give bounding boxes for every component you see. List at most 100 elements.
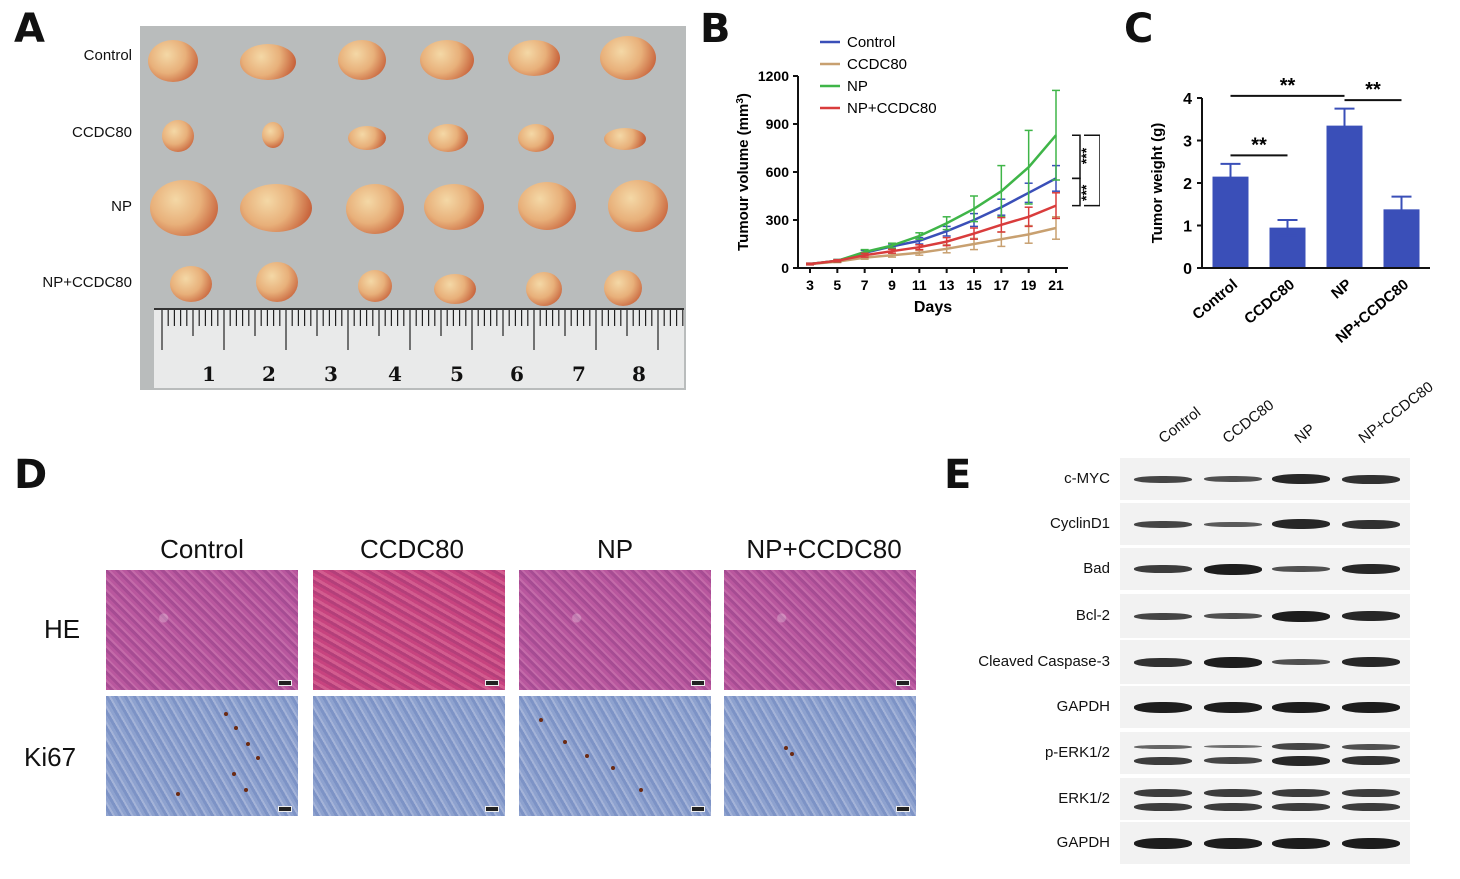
blot-band (1342, 564, 1400, 574)
y-tick-label: 0 (781, 260, 789, 276)
blot-band (1204, 745, 1262, 749)
blot-band (1342, 802, 1400, 811)
blot-band (1342, 788, 1400, 797)
blot-strip (1120, 822, 1410, 864)
y-tick-label: 900 (766, 116, 790, 132)
blot-strip (1120, 548, 1410, 590)
blot-band (1204, 802, 1262, 811)
blot-strip (1120, 686, 1410, 728)
significance-label: *** (1078, 184, 1094, 201)
blot-band (1134, 837, 1192, 849)
blot-band (1272, 519, 1330, 529)
y-axis-label: Tumour volume (mm3) (735, 93, 753, 251)
blot-band (1204, 563, 1262, 575)
he-stain-image (724, 570, 916, 690)
blot-band (1134, 756, 1192, 765)
lane-label: NP+CCDC80 (1355, 378, 1437, 447)
x-tick-label: 21 (1048, 277, 1064, 293)
protein-label: GAPDH (1056, 698, 1110, 715)
blot-band (1272, 610, 1330, 622)
blot-band (1272, 802, 1330, 811)
protein-label: Cleaved Caspase-3 (978, 653, 1110, 670)
legend-label: CCDC80 (847, 56, 907, 73)
tumour-volume-chart: 0 300 600 900 1200 3 5 7 9 11 13 15 17 19 21 Days Tumour… (735, 34, 1100, 316)
blot-band (1272, 837, 1330, 849)
y-tick-label: 600 (766, 164, 790, 180)
y-tick-label: 0 (1183, 261, 1192, 278)
series-line (809, 134, 1057, 266)
ruler-number: 5 (450, 362, 464, 386)
blot-strip (1120, 594, 1410, 638)
tumor-row-label: NP (111, 198, 132, 215)
he-stain-image (106, 570, 298, 690)
blot-strip (1120, 778, 1410, 820)
blot-band (1204, 521, 1262, 527)
blot-band (1134, 802, 1192, 811)
blot-band (1204, 757, 1262, 765)
protein-label: Bad (1083, 560, 1110, 577)
x-tick-label: 13 (939, 277, 955, 293)
legend-label: Control (847, 34, 895, 51)
significance-label: ** (1365, 79, 1381, 101)
x-axis-label: Days (914, 299, 952, 316)
y-tick-label: 3 (1183, 134, 1192, 151)
x-tick-label: NP (1328, 276, 1355, 302)
blot-band (1272, 755, 1330, 766)
blot-band (1272, 474, 1330, 484)
protein-label: GAPDH (1056, 834, 1110, 851)
blot-strip (1120, 640, 1410, 684)
y-tick-label: 300 (766, 212, 790, 228)
blot-band (1134, 475, 1192, 483)
lane-label: NP (1291, 420, 1319, 447)
lane-label: CCDC80 (1219, 396, 1278, 447)
y-tick-label: 2 (1183, 176, 1192, 193)
x-tick-label: 3 (806, 277, 814, 293)
he-stain-image (519, 570, 711, 690)
y-tick-label: 4 (1183, 91, 1192, 108)
y-tick-label: 1 (1183, 219, 1192, 236)
ruler-number: 8 (632, 362, 646, 386)
ki67-stain-image (106, 696, 298, 816)
blot-band (1134, 612, 1192, 620)
lane-label: Control (1155, 403, 1205, 447)
blot-band (1272, 743, 1330, 751)
blot-band (1342, 519, 1400, 529)
panel-label-b: B (700, 6, 731, 52)
ki67-stain-image (519, 696, 711, 816)
protein-label: CyclinD1 (1049, 515, 1110, 532)
ruler-number: 2 (262, 362, 276, 386)
tumor-row-label: Control (83, 47, 132, 64)
panel-label-d: D (14, 452, 48, 498)
x-tick-label: 11 (912, 277, 927, 293)
blot-band (1204, 788, 1262, 797)
blot-band (1272, 701, 1330, 713)
blot-band (1342, 756, 1400, 766)
blot-band (1342, 701, 1400, 713)
significance-bracket (1084, 134, 1100, 207)
blot-band (1134, 788, 1192, 797)
ruler-number: 4 (388, 362, 402, 386)
x-tick-label: 19 (1021, 277, 1037, 293)
blot-band (1134, 657, 1192, 667)
blot-band (1134, 701, 1192, 713)
blot-band (1272, 788, 1330, 797)
significance-bracket (1072, 177, 1081, 207)
legend-label: NP (847, 78, 868, 95)
blot-band (1342, 743, 1400, 750)
blot-band (1204, 613, 1262, 619)
x-tick-label: 9 (888, 277, 896, 293)
blot-band (1134, 565, 1192, 573)
significance-label: ** (1280, 75, 1296, 97)
ki67-stain-image (313, 696, 505, 816)
blot-band (1342, 474, 1400, 484)
stain-row-label: Ki67 (24, 742, 77, 772)
series-line (809, 226, 1057, 266)
histology-group-label: NP (596, 534, 634, 564)
ruler-number: 1 (202, 362, 216, 386)
protein-label: c-MYC (1064, 470, 1110, 487)
ruler: 1 2 3 4 5 6 7 8 (154, 308, 684, 388)
stain-row-label: HE (44, 614, 81, 644)
histology-group-label: NP+CCDC80 (746, 534, 902, 564)
x-tick-label: 17 (994, 277, 1010, 293)
